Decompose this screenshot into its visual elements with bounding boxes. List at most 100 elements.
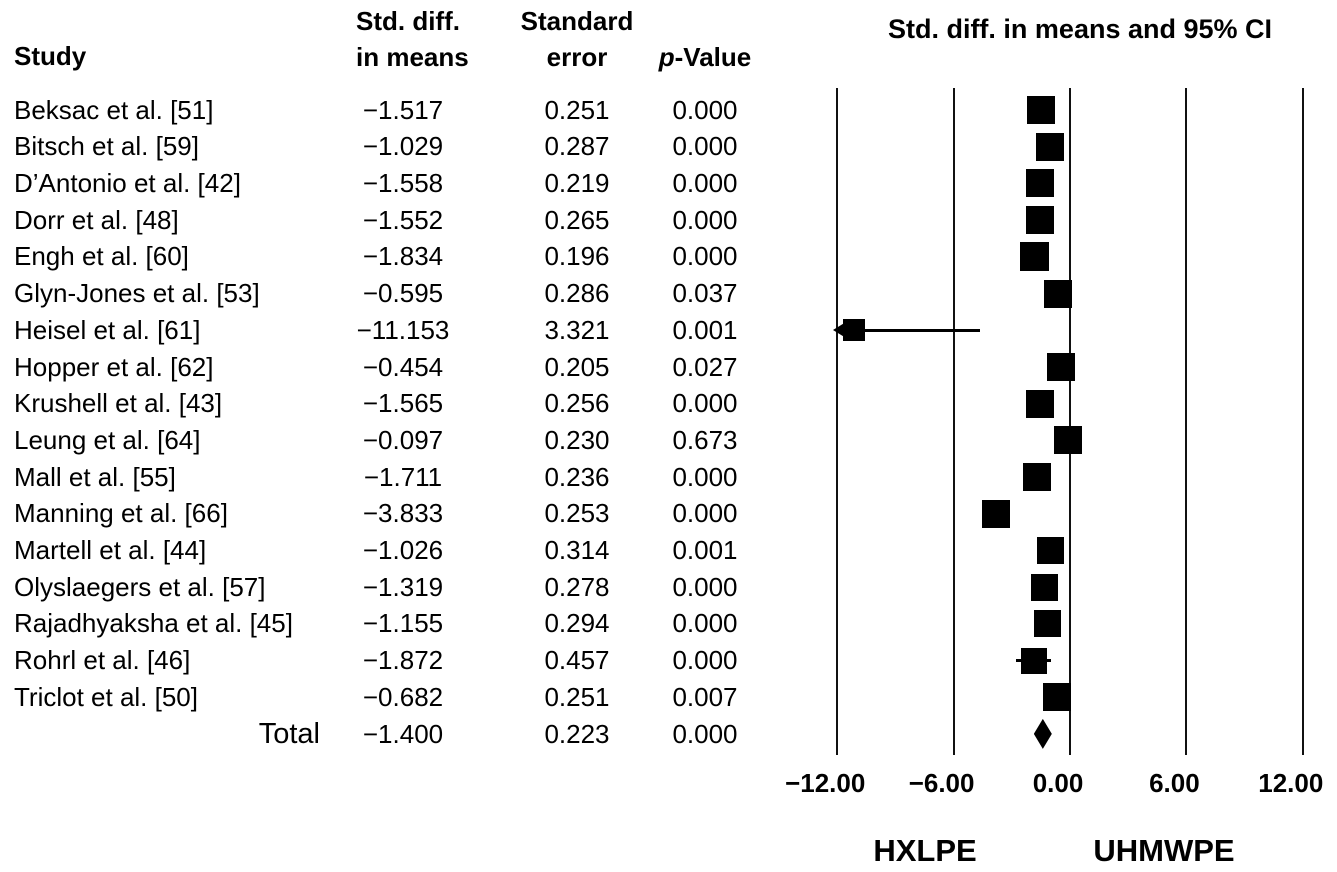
plot-title: Std. diff. in means and 95% CI	[887, 14, 1273, 44]
standard-error-value: 0.219	[544, 168, 610, 199]
total-diamond-marker	[1033, 718, 1052, 749]
study-point-estimate-marker	[1019, 242, 1049, 272]
table-row: Triclot et al. [50] −0.682 0.251 0.007	[0, 679, 790, 716]
column-header-std-diff-line2: in means	[356, 42, 469, 72]
table-row: Hopper et al. [62] −0.454 0.205 0.027	[0, 349, 790, 386]
p-value: 0.037	[672, 278, 738, 309]
p-value: 0.673	[672, 424, 738, 455]
study-name: Glyn-Jones et al. [53]	[14, 278, 260, 309]
table-row: Bitsch et al. [59] −1.029 0.287 0.000	[0, 128, 790, 165]
p-value: 0.027	[672, 351, 738, 382]
study-name: Engh et al. [60]	[14, 241, 189, 272]
study-name: Martell et al. [44]	[14, 535, 207, 566]
table-row: Martell et al. [44] −1.026 0.314 0.001	[0, 532, 790, 569]
standard-error-value: 0.223	[544, 718, 610, 749]
standard-error-value: 0.286	[544, 278, 610, 309]
table-row: Rajadhyaksha et al. [45] −1.155 0.294 0.000	[0, 605, 790, 642]
study-name: Mall et al. [55]	[14, 461, 176, 492]
study-point-estimate-marker	[1036, 132, 1065, 161]
standard-error-value: 0.287	[544, 131, 610, 162]
study-point-estimate-marker	[1025, 169, 1054, 198]
standard-error-value: 0.236	[544, 461, 610, 492]
std-diff-value: −1.400	[362, 718, 444, 749]
study-name: Rohrl et al. [46]	[14, 645, 191, 676]
std-diff-value: −1.319	[362, 571, 444, 602]
study-point-estimate-marker	[1047, 352, 1076, 381]
study-point-estimate-marker	[1022, 463, 1051, 491]
study-point-estimate-marker	[1036, 536, 1064, 564]
standard-error-value: 0.251	[544, 94, 610, 125]
standard-error-value: 0.196	[544, 241, 610, 272]
standard-error-value: 0.265	[544, 204, 610, 235]
study-name: Rajadhyaksha et al. [45]	[14, 608, 293, 639]
column-header-se-line1: Standard	[520, 6, 634, 36]
standard-error-value: 0.205	[544, 351, 610, 382]
std-diff-value: −1.558	[362, 168, 444, 199]
axis-tick-label: −12.00	[785, 768, 866, 798]
standard-error-value: 0.253	[544, 498, 610, 529]
study-point-estimate-marker	[1054, 426, 1083, 455]
p-value: 0.000	[672, 168, 738, 199]
std-diff-value: −11.153	[356, 314, 450, 345]
std-diff-value: −0.097	[362, 424, 444, 455]
p-value: 0.000	[672, 131, 738, 162]
study-point-estimate-marker	[1030, 573, 1058, 601]
table-row: Engh et al. [60] −1.834 0.196 0.000	[0, 238, 790, 275]
std-diff-value: −1.155	[362, 608, 444, 639]
table-row: Mall et al. [55] −1.711 0.236 0.000	[0, 459, 790, 496]
table-row: Leung et al. [64] −0.097 0.230 0.673	[0, 422, 790, 459]
table-row: Olyslaegers et al. [57] −1.319 0.278 0.000	[0, 569, 790, 606]
p-value: 0.000	[672, 461, 738, 492]
study-name: Beksac et al. [51]	[14, 94, 214, 125]
p-value: 0.000	[672, 94, 738, 125]
study-name: Krushell et al. [43]	[14, 388, 223, 419]
standard-error-value: 0.457	[544, 645, 610, 676]
std-diff-value: −0.595	[362, 278, 444, 309]
std-diff-value: −1.834	[362, 241, 444, 272]
axis-gridline	[952, 88, 955, 755]
column-header-p-value: p-Value	[635, 39, 775, 75]
standard-error-value: 0.314	[544, 535, 610, 566]
table-row: D’Antonio et al. [42] −1.558 0.219 0.000	[0, 165, 790, 202]
column-header-std-diff-line1: Std. diff.	[356, 6, 460, 36]
std-diff-value: −3.833	[362, 498, 444, 529]
p-value: 0.001	[672, 535, 738, 566]
study-name: Leung et al. [64]	[14, 424, 201, 455]
confidence-interval-line	[837, 328, 980, 332]
study-name: D’Antonio et al. [42]	[14, 168, 241, 199]
standard-error-value: 0.294	[544, 608, 610, 639]
axis-tick-label: 0.00	[1032, 768, 1084, 798]
column-header-standard-error: Standard error	[507, 3, 647, 75]
std-diff-value: −1.565	[362, 388, 444, 419]
study-point-estimate-marker	[1034, 610, 1062, 638]
axis-tick-label: 6.00	[1149, 768, 1200, 798]
column-header-p-italic: p	[658, 42, 675, 72]
axis-tick-label: 12.00	[1258, 768, 1324, 798]
study-point-estimate-marker	[1044, 279, 1073, 308]
study-point-estimate-marker	[1020, 647, 1047, 674]
column-header-p-rest: -Value	[674, 42, 752, 72]
axis-gridline	[1185, 88, 1188, 755]
std-diff-value: −1.026	[362, 535, 444, 566]
std-diff-value: −1.029	[362, 131, 444, 162]
p-value: 0.000	[672, 204, 738, 235]
study-name: Hopper et al. [62]	[14, 351, 214, 382]
total-label: Total	[258, 717, 320, 750]
right-group-label: UHMWPE	[1093, 833, 1235, 868]
standard-error-value: 0.251	[544, 681, 610, 712]
p-value: 0.007	[672, 681, 738, 712]
axis-tick-label: −6.00	[908, 768, 975, 798]
p-value: 0.000	[672, 388, 738, 419]
table-row: Manning et al. [66] −3.833 0.253 0.000	[0, 495, 790, 532]
table-row: Krushell et al. [43] −1.565 0.256 0.000	[0, 385, 790, 422]
standard-error-value: 0.278	[544, 571, 610, 602]
column-header-se-line2: error	[546, 42, 608, 72]
table-row: Glyn-Jones et al. [53] −0.595 0.286 0.037	[0, 275, 790, 312]
axis-gridline	[836, 88, 839, 755]
study-name: Olyslaegers et al. [57]	[14, 571, 266, 602]
table-row: Beksac et al. [51] −1.517 0.251 0.000	[0, 92, 790, 129]
standard-error-value: 0.256	[544, 388, 610, 419]
study-point-estimate-marker	[1042, 683, 1071, 712]
std-diff-value: −0.454	[362, 351, 444, 382]
